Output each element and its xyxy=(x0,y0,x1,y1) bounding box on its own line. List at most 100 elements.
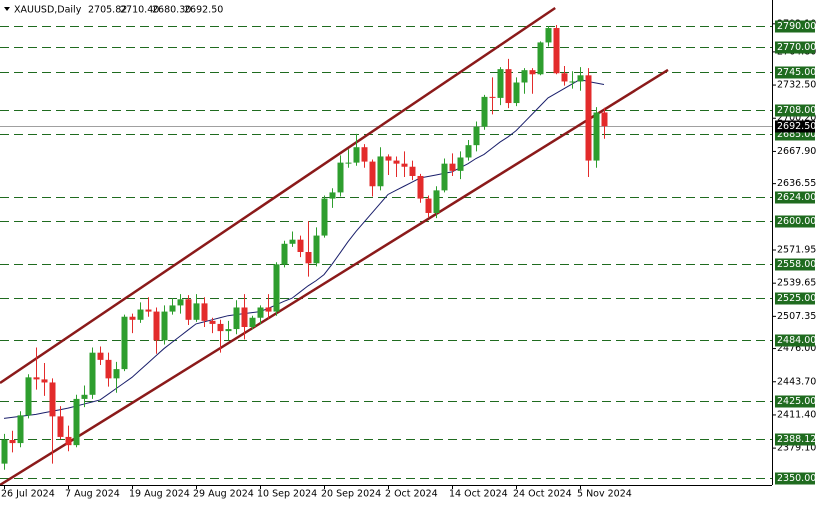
x-tick-label: 7 Aug 2024 xyxy=(65,489,120,500)
y-tick-label: 2732.50 xyxy=(777,80,816,91)
candle-body xyxy=(473,126,480,146)
level-label-box xyxy=(775,41,815,54)
level-label: 2600.00 xyxy=(777,216,816,227)
y-tick-label: 2411.40 xyxy=(777,409,816,420)
candle-body xyxy=(433,190,440,213)
level-label-box xyxy=(775,191,815,204)
candle-body xyxy=(441,163,448,191)
candle-body xyxy=(569,81,576,83)
candle-body xyxy=(337,162,344,193)
header-close: 2692.50 xyxy=(184,5,223,16)
level-label-box xyxy=(775,20,815,33)
level-label: 2624.00 xyxy=(777,192,816,203)
candle-body xyxy=(89,352,96,395)
candle-body xyxy=(601,112,608,127)
candle-body xyxy=(393,160,400,164)
level-label: 2388.12 xyxy=(777,434,816,445)
candle-body xyxy=(49,382,56,417)
level-label: 2484.00 xyxy=(777,335,816,346)
candle-body xyxy=(81,394,88,399)
last-price-label: 2692.50 xyxy=(777,121,816,132)
candle-body xyxy=(1,440,8,464)
candle-body xyxy=(281,243,288,265)
level-label: 2558.00 xyxy=(777,259,816,270)
x-tick-label: 2 Oct 2024 xyxy=(385,489,438,500)
candle-body xyxy=(105,359,112,379)
level-label-box xyxy=(775,472,815,485)
candle-body xyxy=(521,70,528,83)
x-tick-label: 10 Sep 2024 xyxy=(257,489,317,500)
header-high: 2710.40 xyxy=(120,5,159,16)
level-label: 2525.00 xyxy=(777,293,816,304)
candle-body xyxy=(129,316,136,320)
y-tick-label: 2667.90 xyxy=(777,146,816,157)
candle-body xyxy=(73,398,80,446)
level-label: 2708.00 xyxy=(777,105,816,116)
candle-body xyxy=(241,307,248,327)
header-open: 2705.82 xyxy=(88,5,127,16)
level-label-box xyxy=(775,395,815,408)
candle-body xyxy=(137,309,144,320)
last-price-box xyxy=(775,120,815,133)
level-label: 2685.00 xyxy=(777,129,816,140)
candle-body xyxy=(201,303,208,321)
y-tick-label: 2700.20 xyxy=(777,113,816,124)
candle-body xyxy=(273,264,280,312)
level-label-box xyxy=(775,104,815,117)
candle-body xyxy=(193,303,200,320)
x-tick-label: 20 Sep 2024 xyxy=(321,489,381,500)
candle-body xyxy=(41,379,48,383)
y-tick-label: 2571.95 xyxy=(777,244,816,255)
candle-body xyxy=(361,147,368,162)
candle-body xyxy=(497,69,504,98)
menu-triangle xyxy=(4,7,10,11)
candle-body xyxy=(65,436,72,446)
candle-body xyxy=(457,157,464,171)
level-label-box xyxy=(775,433,815,446)
candle-body xyxy=(265,307,272,312)
level-label-box xyxy=(775,292,815,305)
level-label: 2790.00 xyxy=(777,21,816,32)
y-tick-label: 2507.35 xyxy=(777,311,816,322)
level-label-box xyxy=(775,66,815,79)
level-label: 2770.00 xyxy=(777,42,816,53)
candle-body xyxy=(161,311,168,341)
candle-body xyxy=(409,166,416,176)
x-tick-label: 29 Aug 2024 xyxy=(193,489,254,500)
candle-body xyxy=(153,311,160,341)
candle-body xyxy=(529,70,536,75)
candle-body xyxy=(489,96,496,98)
candle-body xyxy=(233,307,240,330)
candle-body xyxy=(297,239,304,253)
candle-body xyxy=(425,198,432,213)
header-low: 2680.30 xyxy=(152,5,191,16)
candle-body xyxy=(177,299,184,306)
candle-body xyxy=(537,42,544,75)
candle-body xyxy=(577,75,584,82)
level-label-box xyxy=(775,215,815,228)
x-tick-label: 24 Oct 2024 xyxy=(513,489,572,500)
x-tick-label: 14 Oct 2024 xyxy=(449,489,508,500)
candle-body xyxy=(561,73,568,82)
candle-body xyxy=(417,175,424,199)
y-tick-label: 2539.65 xyxy=(777,278,816,289)
candle-body xyxy=(257,307,264,318)
plot-area xyxy=(0,6,772,487)
candle-body xyxy=(377,156,384,187)
candle-body xyxy=(305,252,312,264)
candle-body xyxy=(313,235,320,264)
candle-body xyxy=(57,416,64,437)
candle-body xyxy=(401,163,408,167)
candle-body xyxy=(209,320,216,324)
candle-body xyxy=(217,323,224,332)
candle-body xyxy=(329,192,336,199)
candle-body xyxy=(593,112,600,161)
level-label: 2425.00 xyxy=(777,396,816,407)
candle-body xyxy=(113,369,120,379)
candle-body xyxy=(169,305,176,312)
symbol: XAUUSD,Daily xyxy=(14,5,82,16)
candle-body xyxy=(385,156,392,161)
candle-body xyxy=(345,162,352,164)
candle-body xyxy=(505,69,512,104)
